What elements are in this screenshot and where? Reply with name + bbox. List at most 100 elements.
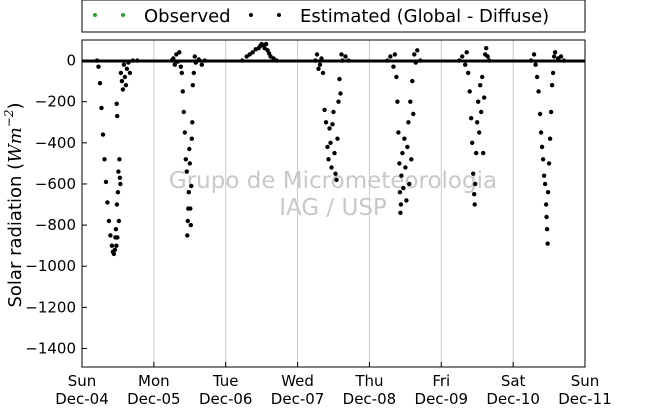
data-point [475,120,480,125]
data-point [100,132,106,137]
data-point [320,70,326,76]
data-point [388,54,393,59]
data-point [539,144,545,150]
data-point [466,70,471,76]
data-point [328,140,333,145]
data-point [552,50,558,55]
x-tick-label-day: Sun [68,372,97,390]
data-point [178,64,183,69]
x-tick-label-date: Dec-04 [55,390,109,408]
data-point [190,120,195,125]
data-point [109,243,115,248]
legend-marker-estimated [249,13,253,17]
data-point [175,59,180,64]
data-point [96,64,101,69]
data-point [403,165,408,170]
legend-label-observed: Observed [144,6,231,27]
x-tick-label-day: Sun [571,372,600,390]
y-tick-label: −600 [35,175,76,193]
data-point [130,58,136,63]
data-point [478,83,483,88]
data-point [477,130,482,135]
data-point [405,144,410,150]
data-point [544,227,550,232]
data-point [126,60,131,65]
data-point [322,107,327,113]
data-point [115,113,120,119]
data-point [189,183,194,189]
watermark-line-1: Grupo de Micrometeorologia [169,168,497,194]
data-point [188,206,193,211]
data-point [412,52,417,57]
data-point [316,66,321,72]
data-point [326,157,331,162]
data-point [482,95,487,100]
data-point [470,140,475,145]
x-tick-label-day: Wed [281,372,314,390]
data-point [481,150,486,156]
data-point [323,120,329,125]
data-point [185,218,190,224]
data-point [485,54,490,59]
data-point [531,52,537,57]
data-point [533,62,538,67]
data-point [561,58,567,63]
data-point [397,190,403,195]
data-point [274,58,279,63]
data-point [114,101,119,107]
data-point [396,130,401,135]
data-point [409,157,414,162]
data-point [108,233,113,238]
data-point [116,169,121,174]
data-point [317,62,323,67]
data-point [177,50,182,55]
data-point [117,157,122,162]
y-tick-label: −1200 [25,298,76,316]
data-point [473,181,478,187]
data-point [191,70,196,76]
data-point [187,146,192,152]
y-tick-label: −1000 [25,257,76,275]
data-point [123,83,129,88]
data-point [407,181,412,187]
data-point [536,89,541,94]
data-point [115,235,120,240]
data-point [398,202,404,207]
legend-marker-estimated [277,13,281,17]
data-point [549,83,555,88]
data-point [543,202,549,207]
data-point [114,202,120,207]
data-point [102,157,107,162]
data-point [410,78,415,84]
data-point [467,89,472,94]
data-point [544,214,549,220]
data-point [463,62,468,67]
data-point [111,251,117,257]
data-point [190,83,195,88]
data-point [193,60,198,65]
data-point [199,62,204,67]
data-point [480,74,485,80]
x-tick-label-date: Dec-05 [127,390,181,408]
x-tick-label-day: Mon [138,372,170,390]
data-point [534,74,540,80]
data-point [103,179,109,185]
data-point [418,58,423,63]
data-point [343,54,348,59]
data-point [541,173,547,178]
data-point [397,161,402,166]
data-point [460,54,465,59]
data-point [119,78,125,84]
data-point [202,58,207,63]
data-point [115,190,121,195]
data-point [313,58,318,63]
data-point [180,89,185,94]
data-point [385,58,390,63]
data-point [332,150,337,156]
x-tick-label-date: Dec-08 [343,390,397,408]
data-point [540,157,546,162]
data-point [118,181,123,187]
legend: Observed Estimated (Global - Diffuse) [81,0,586,33]
data-point [340,58,345,63]
